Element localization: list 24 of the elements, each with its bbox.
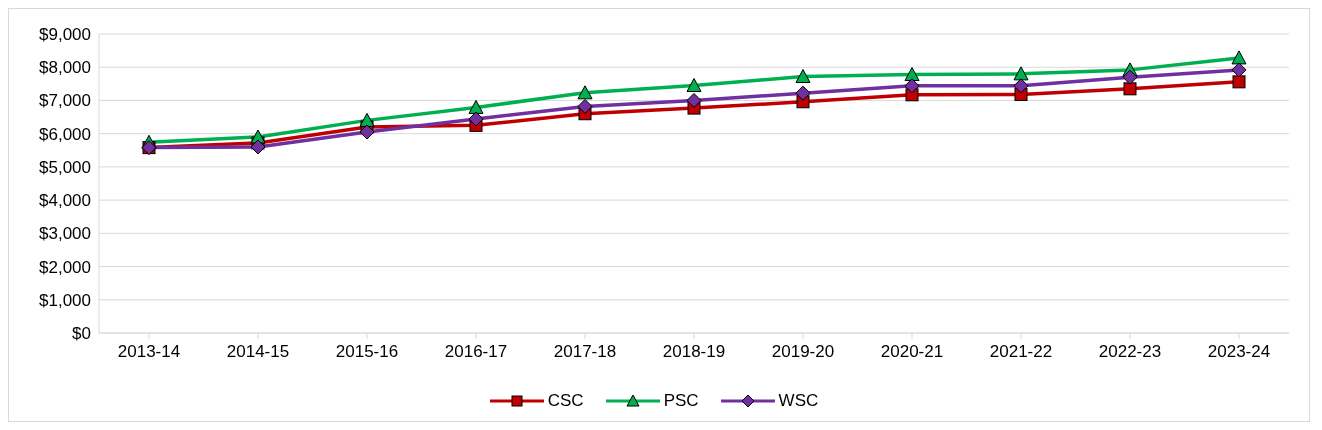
legend-label: WSC <box>778 391 819 411</box>
legend-label: PSC <box>663 391 699 411</box>
x-tick-label: 2023-24 <box>1207 342 1271 362</box>
y-tick-label: $2,000 <box>39 257 91 277</box>
x-tick-label: 2020-21 <box>880 342 944 362</box>
x-tick-label: 2014-15 <box>226 342 290 362</box>
x-tick-label: 2019-20 <box>771 342 835 362</box>
x-tick-label: 2021-22 <box>989 342 1053 362</box>
y-tick-label: $8,000 <box>39 58 91 78</box>
x-tick-label: 2017-18 <box>553 342 617 362</box>
x-tick-label: 2016-17 <box>444 342 508 362</box>
y-tick-label: $0 <box>72 324 91 344</box>
y-tick-label: $6,000 <box>39 124 91 144</box>
x-tick-label: 2013-14 <box>117 342 181 362</box>
y-tick-label: $1,000 <box>39 290 91 310</box>
x-tick-label: 2022-23 <box>1098 342 1162 362</box>
y-tick-label: $3,000 <box>39 224 91 244</box>
x-tick-label: 2015-16 <box>335 342 399 362</box>
y-tick-label: $5,000 <box>39 157 91 177</box>
y-tick-label: $4,000 <box>39 191 91 211</box>
y-tick-label: $9,000 <box>39 25 91 45</box>
legend-label: CSC <box>547 391 584 411</box>
y-tick-label: $7,000 <box>39 91 91 111</box>
x-tick-label: 2018-19 <box>662 342 726 362</box>
